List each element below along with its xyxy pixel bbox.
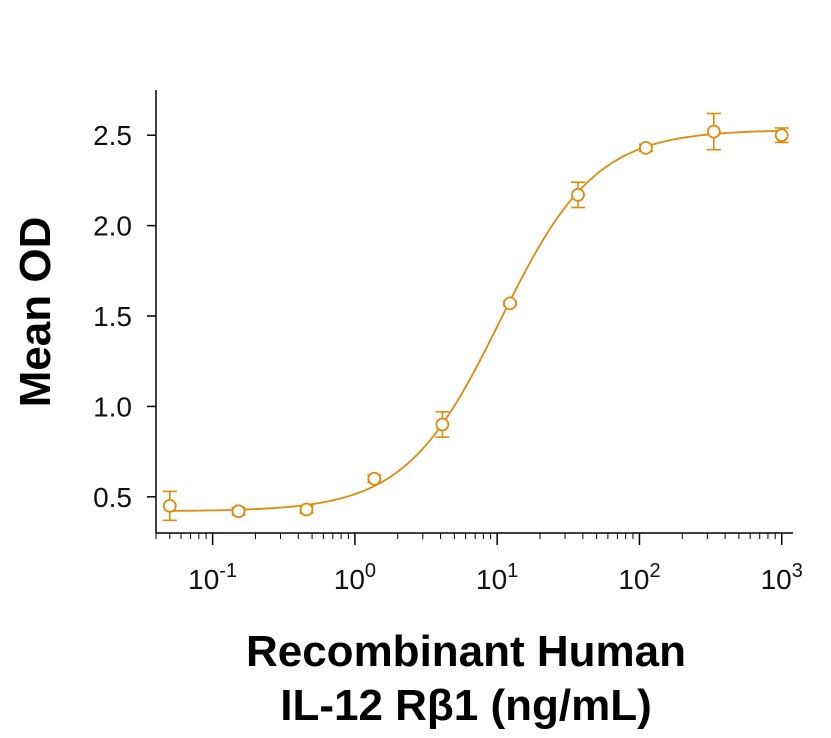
data-point [231,504,246,519]
x-ticks: 10-1 100 101 102 103 [155,533,803,595]
data-point [706,124,721,139]
y-tick-label: 2.5 [93,120,132,151]
data-point [639,140,653,155]
x-tick-base: 10 [188,564,219,595]
data-point [435,417,450,432]
x-tick-exponent: 0 [365,560,376,582]
y-tick-label: 1.5 [93,301,132,332]
x-tick-label: 102 [618,560,660,595]
x-axis: 10-1 100 101 102 103 [155,532,803,595]
x-tick-label: 103 [761,560,803,595]
x-tick-exponent: 1 [507,560,518,582]
y-axis: 0.5 1.0 1.5 2.0 2.5 [93,90,157,533]
x-axis-title-line-1: Recombinant Human [246,627,686,676]
data-point [162,498,177,513]
x-tick-base: 10 [334,564,365,595]
x-tick-label: 10-1 [188,560,237,595]
x-tick-base: 10 [761,564,792,595]
y-tick-label: 1.0 [93,391,132,422]
plot-area [162,112,789,522]
y-axis-title: Mean OD [11,217,60,408]
data-point [367,471,382,486]
x-tick-label: 100 [334,560,376,595]
x-axis-title-line-2: IL-12 Rβ1 (ng/mL) [280,681,652,730]
x-tick-exponent: 3 [792,560,803,582]
y-tick-label: 0.5 [93,482,132,513]
x-tick-exponent: -1 [219,560,237,582]
x-tick-base: 10 [476,564,507,595]
data-point [774,128,789,143]
x-tick-base: 10 [618,564,649,595]
fit-curve [169,129,782,512]
data-point [299,502,314,517]
x-tick-label: 101 [476,560,518,595]
y-ticks: 0.5 1.0 1.5 2.0 2.5 [93,120,156,513]
x-tick-exponent: 2 [649,560,660,582]
y-tick-label: 2.0 [93,211,132,242]
data-point [571,187,585,202]
data-point [503,296,517,311]
